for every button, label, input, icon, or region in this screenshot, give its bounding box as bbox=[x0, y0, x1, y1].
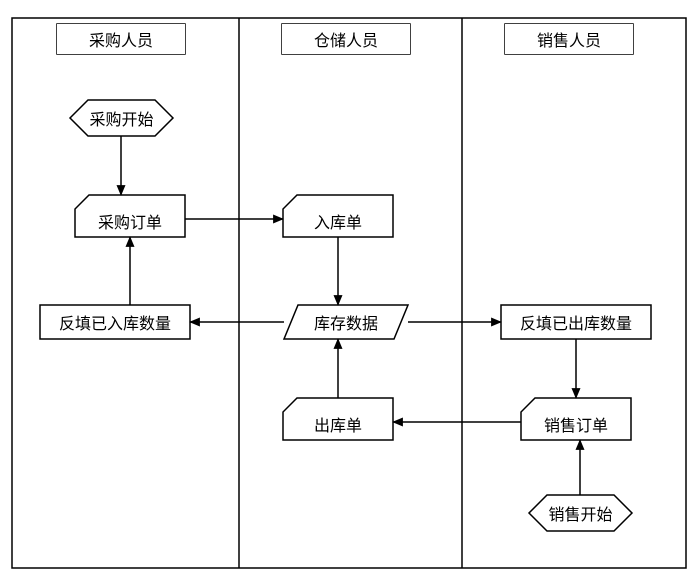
lane-header-lane3: 销售人员 bbox=[505, 24, 633, 54]
lane-header-lane2: 仓储人员 bbox=[282, 24, 410, 54]
diagram-canvas bbox=[0, 0, 697, 581]
lane-header-lane1: 采购人员 bbox=[57, 24, 185, 54]
swimlane-flowchart: 采购人员仓储人员销售人员采购开始采购订单入库单反填已入库数量库存数据反填已出库数… bbox=[0, 0, 697, 581]
